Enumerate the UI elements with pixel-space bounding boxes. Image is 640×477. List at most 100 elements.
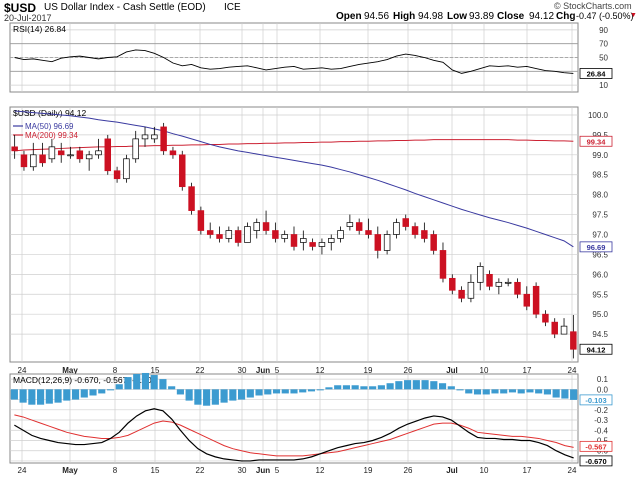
macd-histogram-bar	[168, 386, 176, 390]
ma50-legend: MA(50) 96.69	[25, 122, 74, 131]
macd-histogram-bar	[535, 389, 543, 394]
ma50-line	[14, 110, 574, 248]
x-tick-label: 12	[316, 466, 325, 475]
candle-body	[30, 154, 37, 168]
macd-histogram-bar	[115, 384, 123, 390]
open-value: 94.56	[364, 11, 390, 22]
price-tick-label: 98.0	[592, 191, 608, 200]
ma200-last-value: 99.34	[587, 137, 607, 146]
price-tick-label: 98.5	[592, 171, 608, 180]
x-tick-label: 24	[568, 366, 577, 375]
macd-histogram-bar	[473, 389, 482, 395]
exchange: ICE	[224, 2, 241, 13]
x-tick-label: 30	[238, 466, 247, 475]
candle-body	[20, 154, 28, 168]
source-credit[interactable]: © StockCharts.com	[554, 1, 632, 11]
price-x-axis: 24 May 8 15 22 30 Jun 5 12 19 26 Jul 10 17 24	[18, 366, 577, 375]
candle-body	[458, 289, 465, 299]
macd-histogram-bar	[561, 389, 569, 399]
macd-histogram-bar	[334, 385, 342, 390]
x-tick-label: Jun	[256, 366, 270, 375]
candle-body	[346, 222, 354, 227]
price-tick-label: 96.5	[592, 250, 608, 259]
candle-body	[504, 281, 512, 284]
macd-histogram-bar	[325, 387, 333, 390]
x-tick-label: 26	[404, 366, 413, 375]
x-tick-label: May	[62, 366, 78, 375]
macd-histogram-bar	[438, 383, 447, 390]
macd-x-axis: 24 May 8 15 22 30 Jun 5 12 19 26 Jul 10 17 24	[18, 466, 577, 475]
candle-body	[206, 230, 214, 235]
candle-body	[365, 230, 372, 235]
macd-last-value: -0.670	[585, 457, 606, 466]
x-tick-label: 5	[275, 466, 280, 475]
rsi-title: RSI(14) 26.84	[13, 24, 66, 34]
candle-body	[328, 238, 335, 243]
price-tick-label: 100.0	[588, 111, 609, 120]
ma50-last-value: 96.69	[587, 243, 606, 252]
candle-body	[514, 281, 521, 295]
macd-histogram-bar	[508, 389, 517, 393]
price-tick-label: 99.5	[592, 131, 608, 140]
x-tick-label: 10	[480, 366, 489, 375]
instrument-name: US Dollar Index - Cash Settle (EOD)	[44, 2, 206, 13]
x-tick-label: Jun	[256, 466, 270, 475]
candle-body	[253, 222, 260, 231]
macd-histogram-bar	[377, 385, 385, 390]
price-tick-label: 94.5	[592, 330, 608, 339]
macd-histogram-bar	[203, 389, 211, 406]
macd-histogram-bar	[526, 389, 534, 393]
candle-body	[300, 238, 307, 243]
candle-body	[309, 242, 316, 247]
candle-body	[486, 273, 493, 287]
price-tick-label: 95.0	[592, 310, 608, 319]
price-title: $USD (Daily) 94.12	[13, 108, 86, 118]
macd-histogram-bar	[412, 380, 420, 390]
macd-histogram-bar	[491, 389, 499, 394]
macd-histogram-bar	[456, 389, 464, 391]
macd-histogram-bar	[351, 385, 359, 390]
x-tick-label: 5	[275, 366, 280, 375]
x-tick-label: 24	[18, 466, 27, 475]
x-tick-label: 24	[18, 366, 27, 375]
candle-body	[262, 222, 270, 231]
close-value: 94.12	[529, 11, 555, 22]
macd-histogram-bar	[185, 389, 193, 401]
candle-body	[95, 150, 102, 156]
macd-histogram-bar	[342, 385, 350, 390]
macd-histogram-bar	[19, 389, 27, 403]
signal-line	[14, 414, 574, 457]
candle-body	[281, 234, 288, 239]
x-tick-label: 17	[523, 366, 532, 375]
macd-histogram-bar	[307, 389, 316, 392]
macd-histogram-bar	[37, 389, 45, 405]
candle-body	[141, 134, 149, 140]
histogram-last-value: -0.103	[585, 396, 606, 405]
macd-histogram-bar	[386, 383, 394, 390]
symbol[interactable]: $USD	[4, 1, 37, 15]
candle-body	[169, 150, 177, 156]
macd-histogram-bar	[238, 389, 246, 400]
macd-histogram-bar	[211, 389, 219, 405]
x-tick-label: 15	[151, 366, 160, 375]
x-tick-label: 19	[364, 466, 373, 475]
macd-histogram-bar	[63, 389, 71, 401]
macd-histogram-bar	[45, 389, 53, 404]
macd-tick-label: -0.4	[594, 426, 608, 435]
macd-histogram-bar	[500, 389, 508, 394]
macd-histogram-bar	[80, 389, 88, 398]
candle-body	[197, 210, 205, 231]
macd-histogram-bar	[10, 389, 18, 400]
candle-body	[67, 154, 74, 157]
candle-body	[318, 242, 326, 247]
candle-body	[523, 293, 531, 307]
x-tick-label: 30	[238, 366, 247, 375]
high-value: 94.98	[418, 11, 444, 22]
macd-histogram-bar	[159, 379, 167, 390]
low-value: 93.89	[469, 11, 495, 22]
macd-histogram-bar	[299, 389, 307, 393]
candle-body	[85, 154, 93, 160]
candle-body	[39, 154, 46, 164]
x-tick-label: May	[62, 466, 78, 475]
